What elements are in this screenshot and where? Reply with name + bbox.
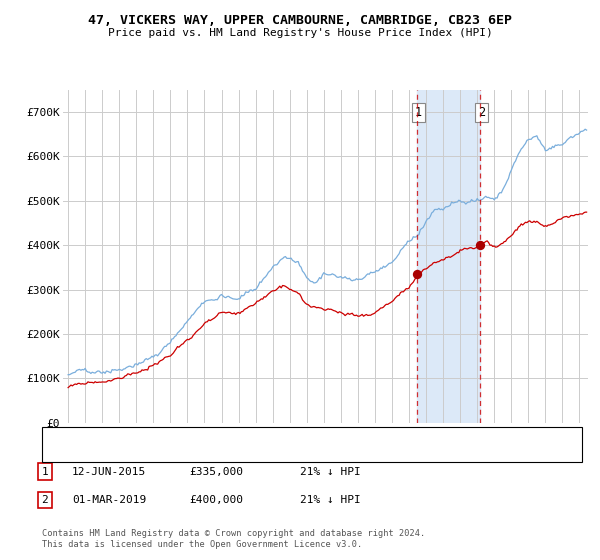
Point: [475, 241, 485, 250]
Text: £335,000: £335,000: [189, 466, 243, 477]
Text: 21% ↓ HPI: 21% ↓ HPI: [300, 466, 361, 477]
Text: 1: 1: [41, 466, 49, 477]
Text: 1: 1: [415, 106, 422, 119]
Text: Price paid vs. HM Land Registry's House Price Index (HPI): Price paid vs. HM Land Registry's House …: [107, 28, 493, 38]
Text: £400,000: £400,000: [189, 495, 243, 505]
Text: 21% ↓ HPI: 21% ↓ HPI: [300, 495, 361, 505]
Text: Contains HM Land Registry data © Crown copyright and database right 2024.
This d: Contains HM Land Registry data © Crown c…: [42, 529, 425, 549]
Text: 47, VICKERS WAY, UPPER CAMBOURNE, CAMBRIDGE, CB23 6EP (detached house): 47, VICKERS WAY, UPPER CAMBOURNE, CAMBRI…: [81, 432, 484, 441]
Bar: [416, 90, 480, 423]
Text: 12-JUN-2015: 12-JUN-2015: [72, 466, 146, 477]
Text: 47, VICKERS WAY, UPPER CAMBOURNE, CAMBRIDGE, CB23 6EP: 47, VICKERS WAY, UPPER CAMBOURNE, CAMBRI…: [88, 14, 512, 27]
Text: 01-MAR-2019: 01-MAR-2019: [72, 495, 146, 505]
Text: 2: 2: [41, 495, 49, 505]
Point: [412, 269, 421, 278]
Text: HPI: Average price, detached house, South Cambridgeshire: HPI: Average price, detached house, Sout…: [81, 449, 403, 458]
Text: 2: 2: [478, 106, 485, 119]
